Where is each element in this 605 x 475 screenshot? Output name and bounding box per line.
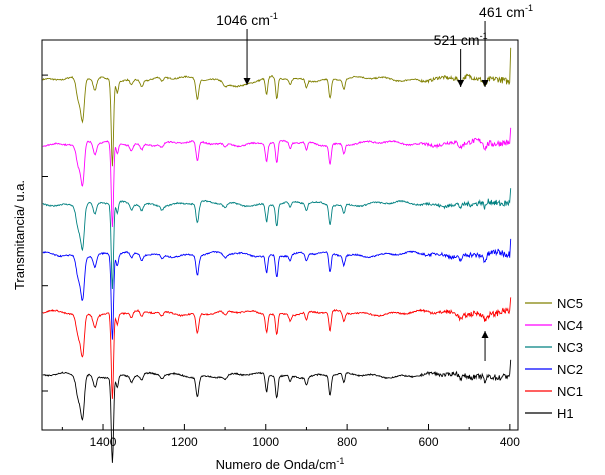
x-tick-label: 1000 <box>252 435 279 449</box>
series-line-NC5 <box>42 47 512 167</box>
annotation-label: 521 cm-1 <box>434 31 488 48</box>
x-tick-label: 1400 <box>90 435 117 449</box>
series-line-NC2 <box>42 238 512 340</box>
series-layer <box>42 47 512 463</box>
legend-label-NC2: NC2 <box>557 362 583 377</box>
legend-label-H1: H1 <box>557 406 574 421</box>
annotation-label: 1046 cm-1 <box>216 11 278 28</box>
legend-label-NC1: NC1 <box>557 384 583 399</box>
x-tick-label: 1200 <box>171 435 198 449</box>
legend-label-NC3: NC3 <box>557 340 583 355</box>
series-line-NC3 <box>42 188 512 290</box>
annotation-arrowhead <box>243 78 251 85</box>
series-line-H1 <box>42 359 512 463</box>
y-axis-label: Transmitancia/ u.a. <box>12 180 27 290</box>
series-line-NC1 <box>42 297 512 399</box>
annotation-arrowhead <box>481 331 489 338</box>
legend-label-NC4: NC4 <box>557 318 583 333</box>
legend-label-NC5: NC5 <box>557 296 583 311</box>
legend: NC5 NC4 NC3 NC2 NC1 H1 <box>525 296 583 421</box>
series-line-NC4 <box>42 127 512 228</box>
axis-ticks: 1400 1200 1000 800 600 400 <box>42 74 520 449</box>
x-tick-label: 600 <box>418 435 438 449</box>
x-tick-label: 400 <box>500 435 520 449</box>
annotation-label: 461 cm-1 <box>479 3 533 20</box>
x-tick-label: 800 <box>337 435 357 449</box>
plot-area <box>41 39 519 431</box>
plot-frame <box>41 39 519 431</box>
annotations: 1046 cm-1 521 cm-1 461 cm-1 <box>216 3 533 361</box>
annotation-arrowhead <box>457 80 465 87</box>
annotation-arrowhead <box>481 80 489 87</box>
x-axis-label: Numero de Onda/cm-1 <box>216 456 345 472</box>
